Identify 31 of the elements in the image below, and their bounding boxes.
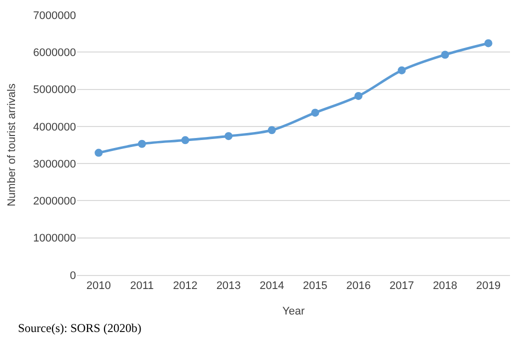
x-axis-title: Year — [282, 305, 305, 318]
y-tick-label: 4000000 — [33, 121, 76, 134]
source-note: Source(s): SORS (2020b) — [18, 321, 142, 335]
point — [398, 66, 406, 74]
y-tick-label: 3000000 — [33, 158, 76, 170]
point — [354, 92, 362, 100]
point — [94, 148, 103, 157]
y-tick-label: 0 — [70, 270, 76, 282]
point — [311, 108, 320, 117]
y-tick-label: 1000000 — [33, 232, 76, 245]
point — [181, 136, 190, 144]
point — [441, 50, 450, 59]
x-tick-label: 2014 — [260, 280, 284, 292]
x-tick-label: 2013 — [216, 280, 241, 292]
x-tick-label: 2010 — [86, 280, 111, 292]
y-tick-label: 7000000 — [33, 10, 76, 22]
point — [138, 140, 146, 148]
y-tick-label: 2000000 — [33, 196, 76, 208]
x-tick-label: 2011 — [130, 280, 154, 292]
x-tick-label: 2017 — [390, 280, 414, 292]
point — [224, 132, 233, 140]
x-tick-label: 2012 — [173, 280, 198, 292]
y-tick-label: 5000000 — [33, 84, 76, 96]
x-tick-label: 2015 — [302, 280, 328, 292]
x-tick-label: 2018 — [432, 280, 458, 292]
x-tick-label: 2016 — [346, 280, 371, 292]
y-axis-title: Number of tourist arrivals — [6, 83, 18, 206]
x-tick-label: 2019 — [476, 280, 501, 292]
point — [484, 39, 492, 48]
y-tick-label: 6000000 — [33, 46, 76, 59]
point — [268, 126, 276, 134]
